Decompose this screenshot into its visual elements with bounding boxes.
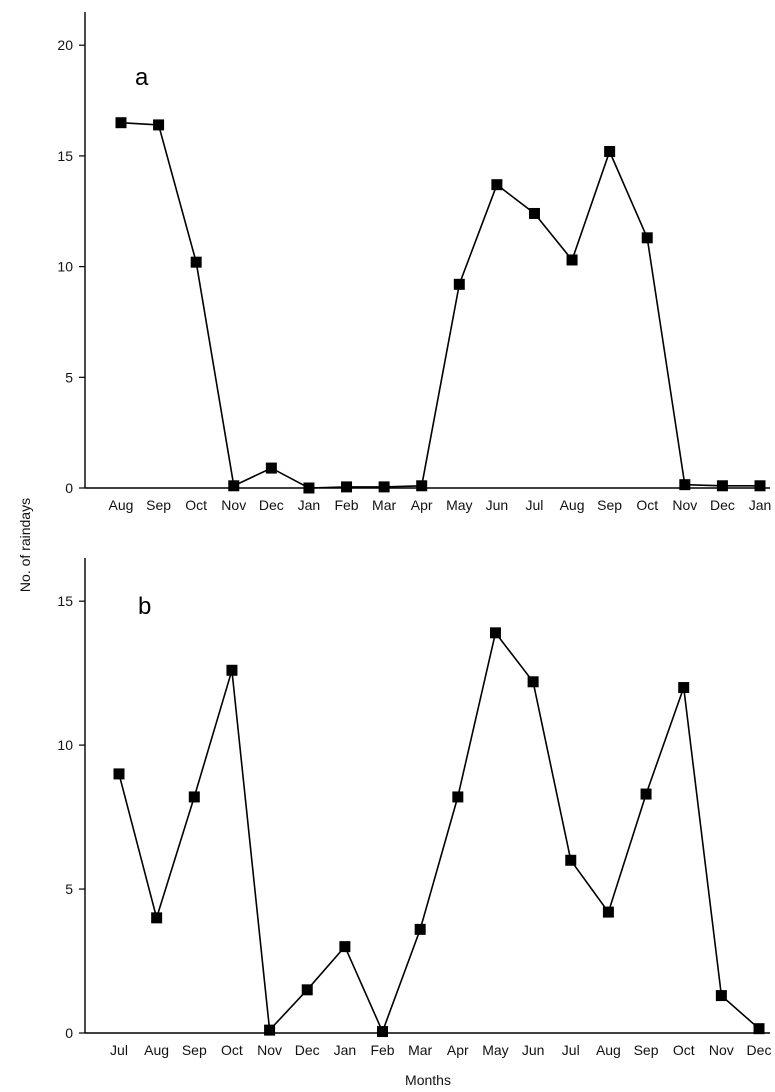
panelA-xtick-label: Oct [185,497,207,513]
panelA-xtick-label: Oct [636,497,658,513]
panelA-xtick-label: May [446,497,472,513]
panelA-xtick-label: Aug [560,497,585,513]
panelB-xtick-label: Nov [257,1042,282,1058]
x-axis-title: Months [405,1072,451,1088]
panelA-data-point [528,207,540,219]
panelB-data-point [264,1024,276,1036]
panelA-data-point [566,254,578,266]
panelA-xtick-label: Sep [597,497,622,513]
panel-b-x-ticks: Jul Aug Sep Oct Nov Dec Jan Feb Mar Apr May Jun Jul A… [110,1042,771,1058]
panelB-xtick-label: Feb [370,1042,394,1058]
panelB-data-point [678,682,690,694]
panelA-data-point [378,481,390,493]
panelB-xtick-label: Jul [110,1042,128,1058]
panelA-xtick-label: Feb [334,497,358,513]
panelB-data-point [753,1023,765,1035]
panelB-data-point [188,791,200,803]
panel-b-markers [113,627,765,1038]
panelB-xtick-label: May [482,1042,508,1058]
panelA-xtick-label: Dec [259,497,284,513]
panelB-data-point [377,1026,389,1038]
panelA-xtick-label: Jul [526,497,544,513]
panelB-data-point [414,923,426,935]
panelA-xtick-label: Jan [749,497,772,513]
panelB-data-point [452,791,464,803]
panel-a: 0 5 10 15 20 Aug Sep Oct Nov Dec Jan Feb Mar Apr May J… [57,12,771,513]
panelA-xtick-label: Mar [372,497,396,513]
panelA-data-point [679,479,691,491]
panelA-xtick-label: Nov [221,497,246,513]
panelB-xtick-label: Nov [709,1042,734,1058]
panelA-data-point [341,481,353,493]
panel-a-y-ticks: 0 5 10 15 20 [57,37,85,496]
panelB-xtick-label: Dec [295,1042,320,1058]
panelB-xtick-label: Oct [673,1042,695,1058]
panelA-xtick-label: Aug [109,497,134,513]
panel-a-letter: a [135,64,149,91]
panelB-data-point [489,627,501,639]
panelB-xtick-label: Oct [221,1042,243,1058]
panelA-xtick-label: Jan [298,497,321,513]
panelA-data-point [303,482,315,494]
panelB-xtick-label: Jun [522,1042,545,1058]
panel-b-y-ticks: 0 5 10 15 [57,593,85,1041]
panelA-data-point [190,256,202,268]
panelB-data-point [113,768,125,780]
panel-b: 0 5 10 15 Jul Aug Sep Oct Nov Dec Jan Feb Mar Apr May… [57,558,771,1058]
panelA-xtick-label: Nov [672,497,697,513]
panelA-ytick-label: 10 [57,259,73,275]
panelA-ytick-label: 0 [65,480,73,496]
panelA-data-point [604,145,616,157]
panel-b-letter: b [138,593,151,620]
panelB-xtick-label: Sep [182,1042,207,1058]
panelA-data-point [153,119,165,131]
panelB-xtick-label: Mar [408,1042,432,1058]
panelA-data-point [453,278,465,290]
panelB-xtick-label: Jul [562,1042,580,1058]
panelA-data-point [641,232,653,244]
panelB-data-point [226,664,238,676]
panelA-ytick-label: 5 [65,369,73,385]
panelB-data-point [715,990,727,1002]
panel-a-x-ticks: Aug Sep Oct Nov Dec Jan Feb Mar Apr May Jun Jul Aug S… [109,497,772,513]
panelA-xtick-label: Apr [411,497,433,513]
panelA-data-point [115,117,127,129]
panelB-xtick-label: Aug [144,1042,169,1058]
panelA-data-point [228,480,240,492]
panelA-xtick-label: Jun [486,497,509,513]
panel-a-markers [115,117,766,494]
panelB-xtick-label: Sep [634,1042,659,1058]
panelB-ytick-label: 0 [65,1025,73,1041]
panelB-ytick-label: 15 [57,593,73,609]
panelA-data-point [716,480,728,492]
panelA-data-point [265,462,277,474]
panelB-xtick-label: Dec [747,1042,772,1058]
panelB-ytick-label: 10 [57,737,73,753]
panelB-data-point [602,906,614,918]
panelB-xtick-label: Aug [596,1042,621,1058]
panelB-data-point [339,941,351,953]
panelA-data-point [416,480,428,492]
panelB-data-point [151,912,163,924]
panelA-ytick-label: 15 [57,148,73,164]
panelB-data-point [640,788,652,800]
panelA-data-point [754,480,766,492]
panelB-ytick-label: 5 [65,881,73,897]
panel-b-series-line [118,630,760,1034]
panelB-xtick-label: Jan [334,1042,357,1058]
panelA-xtick-label: Dec [710,497,735,513]
panel-a-series-line [120,121,760,489]
panelB-data-point [301,984,313,996]
y-axis-title: No. of raindays [17,498,33,592]
panelA-xtick-label: Sep [146,497,171,513]
panelB-xtick-label: Apr [447,1042,469,1058]
panelB-data-point [565,854,577,866]
panelB-data-point [527,676,539,688]
panelA-data-point [491,179,503,191]
panelA-ytick-label: 20 [57,37,73,53]
